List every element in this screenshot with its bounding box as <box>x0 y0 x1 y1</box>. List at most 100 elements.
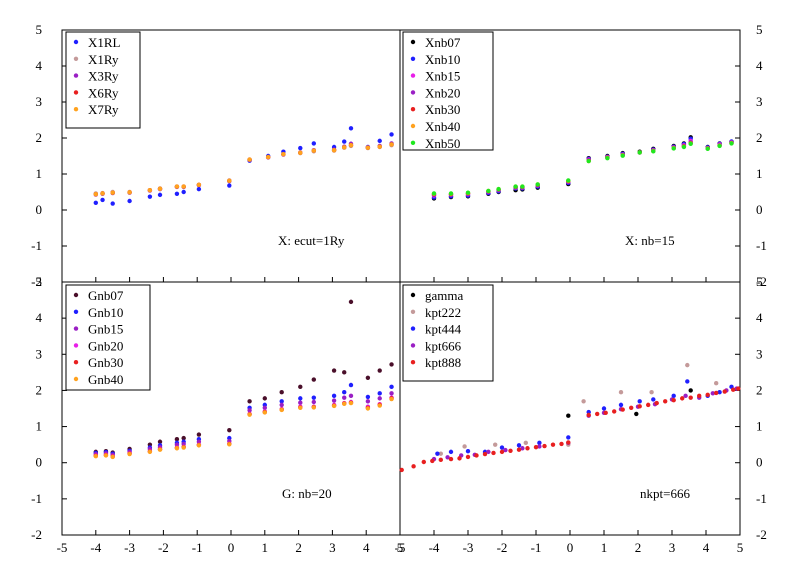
y-tick-label: -2 <box>756 527 767 542</box>
data-point <box>247 408 252 413</box>
data-point <box>365 394 371 400</box>
x-tick-label: -2 <box>497 540 508 555</box>
data-point <box>462 444 467 449</box>
legend-marker <box>410 107 416 112</box>
legend-marker <box>410 309 416 314</box>
x-tick-label: -1 <box>531 540 542 555</box>
data-point <box>581 399 586 404</box>
legend-label: X6Ry <box>88 85 119 100</box>
data-point <box>342 401 347 407</box>
data-point <box>736 386 741 391</box>
y-tick-label: 0 <box>36 455 43 470</box>
data-point <box>377 396 382 401</box>
y-tick-label: 2 <box>36 130 43 145</box>
legend-marker <box>410 140 416 145</box>
legend-marker <box>410 73 416 78</box>
data-point <box>265 154 271 160</box>
data-point <box>127 451 132 457</box>
data-point <box>389 362 394 367</box>
x-tick-label: -3 <box>124 540 135 555</box>
y-tick-label: 3 <box>756 94 763 109</box>
series-Gnb40 <box>93 396 394 460</box>
series-X1RL <box>93 126 394 206</box>
data-point <box>365 399 371 404</box>
data-point <box>227 178 232 184</box>
data-point <box>389 142 394 147</box>
legend-marker <box>410 360 416 365</box>
data-point <box>620 407 625 412</box>
legend-box <box>65 284 151 391</box>
legend-label: Xnb07 <box>425 35 461 50</box>
data-point <box>377 368 382 373</box>
data-point <box>331 403 337 409</box>
data-point <box>389 132 394 137</box>
data-point <box>688 395 693 400</box>
data-point <box>457 456 462 461</box>
legend-label: gamma <box>425 288 463 303</box>
legend-label: Xnb20 <box>425 85 460 100</box>
data-point <box>671 397 676 403</box>
data-point <box>705 392 710 397</box>
data-point <box>430 458 435 464</box>
data-point <box>637 404 642 409</box>
y-tick-label: 4 <box>756 310 763 325</box>
data-point <box>181 445 186 450</box>
data-point <box>181 435 186 441</box>
data-point <box>311 377 317 382</box>
data-point <box>157 447 163 452</box>
data-point <box>174 191 180 196</box>
data-point <box>482 451 488 457</box>
legend-label: X1Ry <box>88 52 119 67</box>
data-point <box>389 384 394 390</box>
data-point <box>298 384 303 390</box>
y-tick-label: 3 <box>756 346 763 361</box>
legend-marker <box>410 326 416 331</box>
data-point <box>533 444 539 450</box>
data-point <box>147 188 153 193</box>
data-point <box>523 440 528 446</box>
data-point <box>722 389 727 394</box>
data-point <box>100 197 105 203</box>
data-point <box>377 403 382 408</box>
data-point <box>147 449 153 455</box>
series-gamma <box>566 388 693 418</box>
y-tick-label: 1 <box>36 419 43 434</box>
data-point <box>438 457 443 463</box>
y-tick-label: 4 <box>36 58 43 73</box>
data-point <box>731 387 736 392</box>
legend-label: kpt222 <box>425 305 461 320</box>
data-point <box>491 450 496 456</box>
data-point <box>196 182 202 187</box>
data-point <box>586 412 591 418</box>
data-point <box>421 459 426 465</box>
data-point <box>389 391 394 396</box>
data-point <box>93 454 99 459</box>
data-point <box>348 382 354 388</box>
data-point <box>717 390 722 395</box>
y-tick-label: 0 <box>756 455 763 470</box>
legend-marker <box>410 56 416 61</box>
data-point <box>348 126 354 131</box>
data-point <box>438 451 443 456</box>
x-tick-label: -5 <box>395 540 406 555</box>
y-tick-label: -1 <box>756 491 767 506</box>
legend-marker <box>410 292 416 298</box>
series-X3Ry <box>93 141 394 197</box>
data-point <box>486 188 491 194</box>
legend-marker <box>73 90 79 95</box>
data-point <box>279 390 284 395</box>
data-point <box>566 440 571 445</box>
data-point <box>586 158 591 164</box>
y-tick-label: 2 <box>756 382 763 397</box>
data-point <box>535 182 540 187</box>
legend-label: kpt888 <box>425 355 461 370</box>
data-point <box>279 399 284 404</box>
data-point <box>311 395 317 400</box>
data-point <box>157 439 163 444</box>
data-point <box>496 186 501 192</box>
